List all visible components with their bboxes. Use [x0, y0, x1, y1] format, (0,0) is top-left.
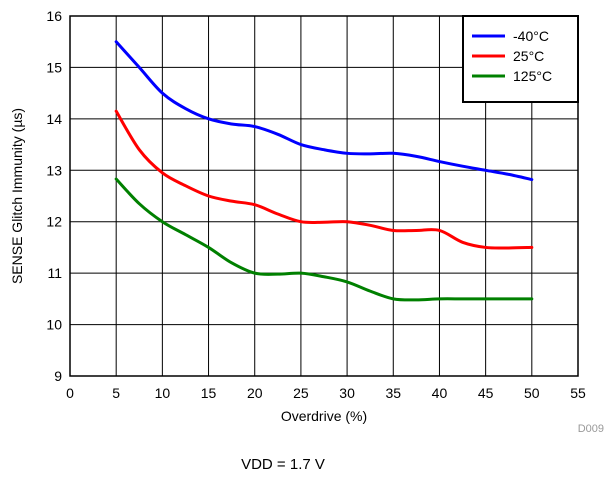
x-tick-label: 50: [524, 385, 540, 401]
y-tick-labels: 9 10 11 12 13 14 15 16: [46, 8, 62, 384]
y-tick-label: 14: [46, 111, 62, 127]
x-tick-label: 30: [339, 385, 355, 401]
plot-frame: [69, 15, 579, 377]
x-tick-label: 20: [247, 385, 263, 401]
y-axis-label: SENSE Glitch Immunity (µs): [9, 108, 25, 284]
y-tick-label: 11: [47, 265, 62, 281]
y-tick-label: 16: [46, 8, 62, 24]
x-tick-label: 45: [478, 385, 494, 401]
x-tick-label: 0: [66, 385, 74, 401]
series-line-1: [114, 109, 534, 250]
x-tick-labels: 0 5 10 15 20 25 30 35 40 45 50 55: [66, 385, 586, 401]
x-tick-label: 25: [293, 385, 309, 401]
series-lines: [114, 40, 534, 302]
x-tick-label: 15: [201, 385, 217, 401]
legend-label-2: 125°C: [513, 68, 552, 84]
y-tick-label: 12: [46, 214, 62, 230]
legend: -40°C 25°C 125°C: [462, 15, 579, 103]
y-tick-label: 15: [46, 59, 62, 75]
y-tick-label: 9: [54, 368, 62, 384]
series-line-0: [114, 40, 534, 182]
legend-box: [462, 15, 579, 103]
y-tick-label: 13: [46, 162, 62, 178]
x-tick-label: 35: [385, 385, 401, 401]
x-tick-label: 55: [570, 385, 586, 401]
x-tick-label: 40: [432, 385, 448, 401]
figure-id-label: D009: [578, 423, 604, 435]
series-line-2: [114, 177, 534, 302]
legend-items: -40°C 25°C 125°C: [472, 28, 552, 84]
x-axis-label: Overdrive (%): [281, 408, 367, 424]
x-tick-label: 10: [155, 385, 171, 401]
x-tick-label: 5: [112, 385, 120, 401]
y-tick-label: 10: [46, 317, 62, 333]
chart-caption: VDD = 1.7 V: [241, 456, 325, 473]
legend-label-1: 25°C: [513, 48, 544, 64]
legend-label-0: -40°C: [513, 28, 549, 44]
